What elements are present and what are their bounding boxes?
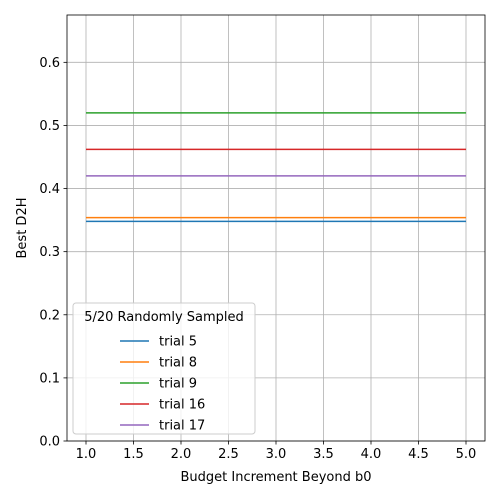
x-tick-label: 1.5 bbox=[123, 447, 144, 462]
x-tick-label: 2.0 bbox=[171, 447, 192, 462]
legend-label: trial 5 bbox=[159, 335, 197, 350]
y-tick-label: 0.1 bbox=[39, 371, 60, 386]
y-tick-label: 0.4 bbox=[39, 182, 60, 197]
y-tick-label: 0.5 bbox=[39, 119, 60, 134]
x-tick-label: 2.5 bbox=[218, 447, 239, 462]
x-tick-label: 3.0 bbox=[266, 447, 287, 462]
y-tick-label: 0.3 bbox=[39, 245, 60, 260]
y-tick-label: 0.2 bbox=[39, 308, 60, 323]
x-tick-label: 3.5 bbox=[313, 447, 334, 462]
y-tick-label: 0.0 bbox=[39, 435, 60, 450]
series-lines bbox=[86, 112, 466, 223]
y-axis-ticks: 0.0 0.1 0.2 0.3 0.4 0.5 0.6 bbox=[39, 56, 67, 450]
legend-label: trial 8 bbox=[159, 356, 197, 371]
x-tick-label: 1.0 bbox=[76, 447, 97, 462]
x-tick-label: 4.0 bbox=[361, 447, 382, 462]
legend-label: trial 9 bbox=[159, 377, 197, 392]
y-axis-label: Best D2H bbox=[15, 198, 30, 259]
y-tick-label: 0.6 bbox=[39, 56, 60, 71]
x-axis-label: Budget Increment Beyond b0 bbox=[180, 470, 371, 485]
legend-label: trial 17 bbox=[159, 419, 205, 434]
x-tick-label: 5.0 bbox=[456, 447, 477, 462]
legend-items: trial 5 trial 8 trial 9 trial 16 trial 17 bbox=[120, 335, 205, 434]
legend-label: trial 16 bbox=[159, 398, 205, 413]
x-axis-ticks: 1.0 1.5 2.0 2.5 3.0 3.5 4.0 4.5 5.0 bbox=[76, 441, 477, 462]
x-tick-label: 4.5 bbox=[408, 447, 429, 462]
legend-title: 5/20 Randomly Sampled bbox=[84, 310, 244, 325]
legend-box bbox=[72, 302, 256, 435]
